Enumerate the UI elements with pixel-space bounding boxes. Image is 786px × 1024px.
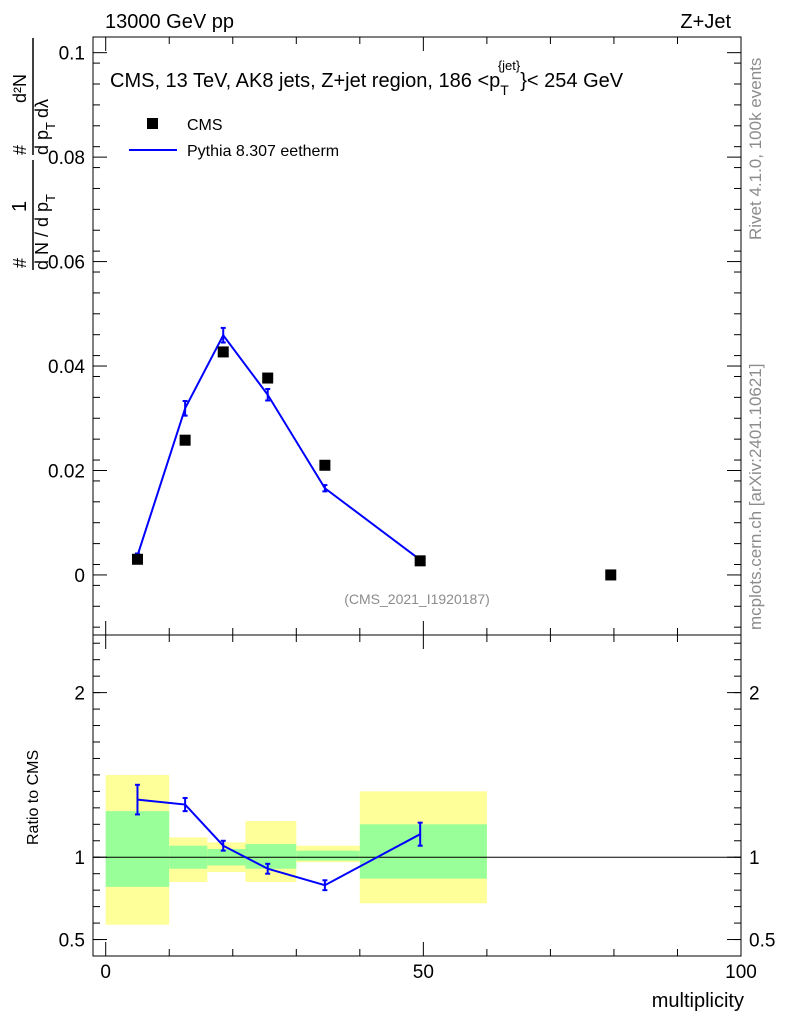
- cms-data-point: [605, 569, 617, 581]
- x-tick-label: 100: [725, 962, 757, 983]
- plot-title-sup: {jet}: [498, 58, 521, 73]
- y-label-num-denominator: d pTdλ: [32, 99, 58, 155]
- y-label-numerator: d²N: [10, 74, 30, 103]
- y-label-num-den-post: dλ: [32, 99, 52, 118]
- main-y-ticks: 0 0.02 0.04 0.06 0.08 0.1: [48, 44, 741, 628]
- y-label-hash-1: #: [10, 258, 30, 268]
- cms-data-point: [262, 372, 274, 384]
- plot-title-post: }< 254 GeV: [520, 70, 624, 92]
- cms-data-point: [319, 459, 331, 471]
- ratio-uncertainty-bands: [105, 774, 487, 925]
- y-tick-label: 0.06: [48, 253, 85, 274]
- y-tick-label: 0.04: [48, 357, 85, 378]
- y-label-hash-2: #: [10, 145, 30, 155]
- ratio-y-tick-label-right: 0.5: [749, 931, 775, 952]
- ratio-plot-frame: [92, 634, 742, 957]
- y-tick-label: 0: [74, 566, 85, 587]
- plot-title-sub: T: [500, 82, 509, 98]
- ratio-pythia-line: [137, 798, 421, 887]
- pythia-line: [136, 333, 421, 561]
- mcplots-source-label: mcplots.cern.ch [arXiv:2401.10621]: [746, 364, 765, 630]
- plot-title-pre: CMS, 13 TeV, AK8 jets, Z+jet region, 186…: [110, 70, 500, 92]
- main-x-ticks: [105, 37, 742, 635]
- header-left-label: 13000 GeV pp: [105, 11, 234, 33]
- ratio-plot-panel: 0.5 0.5 1 1 2 2 0 50 100 Ratio to CMS multiplic…: [25, 634, 775, 1012]
- header-right-label: Z+Jet: [680, 11, 731, 33]
- ratio-y-tick-label: 2: [74, 684, 85, 705]
- cms-data-point: [217, 346, 229, 358]
- y-label-num-den-text: d p: [32, 130, 52, 155]
- legend-cms-marker: [147, 118, 158, 129]
- uncertainty-band-green: [105, 811, 170, 887]
- uncertainty-band-green: [245, 844, 297, 869]
- legend-pythia-label: Pythia 8.307 eetherm: [187, 143, 339, 160]
- x-tick-label: 50: [413, 962, 434, 983]
- y-tick-label: 0.08: [48, 148, 85, 169]
- cms-data-point: [179, 434, 191, 446]
- y-label-denominator: d N / d pT: [32, 194, 58, 270]
- legend: CMS Pythia 8.307 eetherm: [129, 117, 339, 160]
- x-tick-label: 0: [100, 962, 111, 983]
- rivet-info-label: Rivet 4.1.0, 100k events: [746, 58, 765, 240]
- y-label-num-den-sub: T: [43, 122, 58, 130]
- ratio-y-tick-label-right: 1: [749, 848, 760, 869]
- analysis-watermark: (CMS_2021_I1920187): [344, 591, 490, 607]
- x-axis-label: multiplicity: [652, 990, 744, 1012]
- ratio-y-ticks: 0.5 0.5 1 1 2 2: [59, 642, 775, 952]
- ratio-y-tick-label: 1: [74, 848, 85, 869]
- cms-data-point: [131, 553, 143, 565]
- y-tick-label: 0.1: [59, 44, 85, 65]
- legend-cms-label: CMS: [187, 117, 223, 134]
- plot-title: CMS, 13 TeV, AK8 jets, Z+jet region, 186…: [110, 58, 624, 98]
- main-plot-area: [131, 326, 617, 581]
- uncertainty-band-green: [296, 850, 360, 861]
- ratio-plot-area: [93, 783, 741, 892]
- y-label-denom-sub: T: [43, 194, 58, 202]
- ratio-y-tick-label-right: 2: [749, 684, 760, 705]
- cms-data-point: [414, 555, 426, 567]
- ratio-y-tick-label: 0.5: [59, 931, 85, 952]
- uncertainty-band-green: [359, 824, 487, 879]
- y-tick-label: 0.02: [48, 461, 85, 482]
- y-label-denom-text: d N / d p: [32, 202, 52, 270]
- main-plot-panel: 0 0.02 0.04 0.06 0.08 0.1 CMS, 13 TeV, AK8 je…: [9, 36, 742, 636]
- main-y-axis-label: # 1 d N / d pT # d²N d pTdλ: [9, 38, 58, 270]
- ratio-x-ticks: 0 50 100: [100, 635, 757, 983]
- ratio-y-axis-label: Ratio to CMS: [25, 750, 42, 845]
- y-label-one: 1: [9, 201, 31, 212]
